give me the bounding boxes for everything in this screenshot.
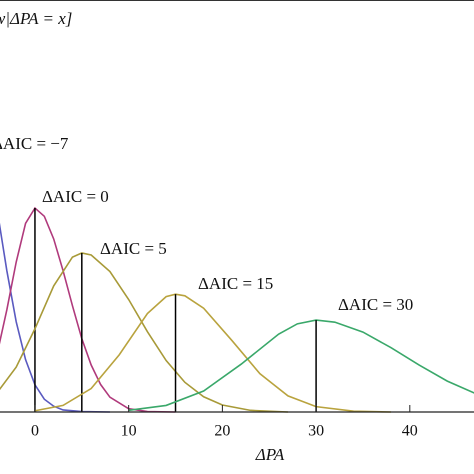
curve — [128, 319, 474, 412]
x-tick-label: 20 — [214, 423, 230, 440]
x-tick-label: 0 — [31, 423, 39, 440]
x-tick-label: 10 — [121, 423, 137, 440]
x-tick-label: 40 — [402, 423, 418, 440]
y-axis-label: w|ΔPA = x] — [0, 9, 72, 28]
curve — [34, 293, 392, 413]
x-tick-label: 30 — [308, 423, 324, 440]
curve — [0, 252, 289, 413]
series-label: ΔAIC = 30 — [338, 295, 413, 314]
plot-area — [0, 206, 474, 413]
x-axis-label: ΔPA — [255, 445, 285, 464]
series-label: ΔAIC = 5 — [100, 239, 167, 258]
curve — [0, 222, 110, 413]
series-label: ΔAIC = 15 — [198, 274, 273, 293]
series-label: ΔAIC = 0 — [42, 187, 109, 206]
curve — [0, 206, 176, 413]
series-label: ΔAIC = −7 — [0, 134, 69, 153]
